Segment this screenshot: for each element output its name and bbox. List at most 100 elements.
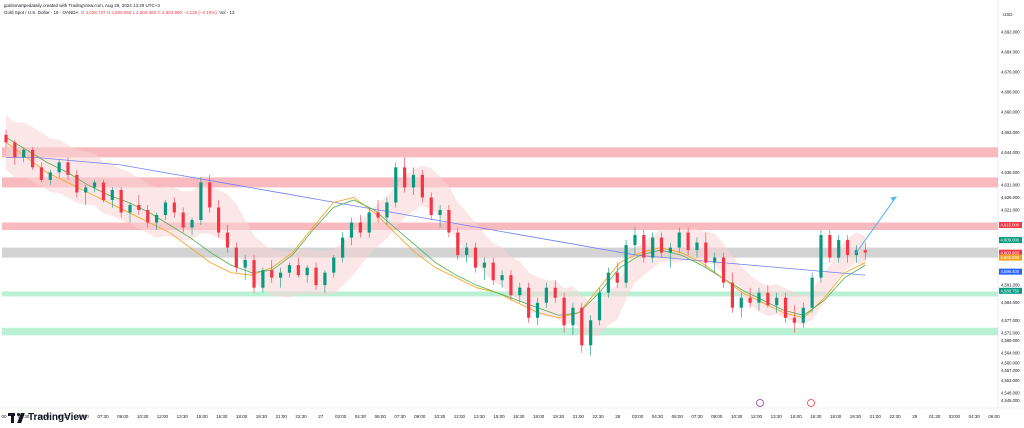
time-tick-label: 07:30: [691, 414, 703, 419]
candle-body: [491, 262, 495, 281]
candle-body: [597, 292, 602, 321]
time-tick-label: 09:00: [414, 414, 426, 419]
zone-resistance: [2, 147, 998, 158]
price-tick-label: 4,584.000: [1001, 300, 1020, 305]
candle-body: [775, 297, 779, 306]
candle-body: [589, 320, 593, 346]
candle-body: [261, 270, 265, 288]
time-tick-label: 13:30: [177, 414, 189, 419]
chart-header: goldsmartpedataily created with TradingV…: [4, 3, 235, 15]
candle-body: [828, 235, 832, 258]
time-tick-label: 10:30: [137, 414, 149, 419]
flag-marker-icon: [807, 399, 815, 407]
candle-body: [163, 202, 168, 215]
candle-body: [57, 162, 61, 173]
time-tick-label: 04:30: [969, 414, 981, 419]
candle-body: [394, 167, 398, 203]
candle-body: [234, 247, 238, 268]
candle-body: [22, 149, 26, 158]
candle-body: [119, 189, 123, 213]
price-label-text: 4,602.000: [1001, 255, 1020, 260]
price-tick-label: 4,668.000: [1001, 90, 1020, 95]
candle-body: [4, 134, 8, 143]
candle-body: [358, 222, 362, 233]
projection-arrow-head: [890, 196, 897, 202]
candle-body: [48, 172, 52, 180]
time-tick-label: 03:00: [38, 414, 50, 419]
price-tick-label: 4,548.000: [1001, 390, 1020, 395]
candle-body: [615, 272, 619, 283]
candle-body: [225, 232, 230, 248]
time-tick-label: 12:00: [157, 414, 169, 419]
candle-body: [172, 202, 176, 213]
candle-body: [341, 237, 345, 258]
candle-body: [757, 292, 761, 303]
time-tick-label: 19:30: [553, 414, 565, 419]
symbol-line: Gold Spot / U.S. Dollar · 15 · OANDA O 4…: [4, 10, 235, 15]
brand-name: TradingView: [28, 412, 87, 423]
time-tick-label: 04:30: [652, 414, 664, 419]
time-tick-label: 19:30: [850, 414, 862, 419]
candle-body: [465, 247, 469, 256]
time-tick-label: 16:30: [216, 414, 228, 419]
candle-body: [447, 209, 451, 233]
candle-body: [651, 237, 655, 258]
time-tick-label: 09:00: [117, 414, 129, 419]
candle-body: [527, 287, 531, 318]
time-tick-label: 18:00: [533, 414, 545, 419]
price-label-box: [999, 249, 1022, 256]
time-tick-label: 09:00: [711, 414, 723, 419]
candle-body: [128, 204, 132, 213]
candle-body: [642, 235, 646, 258]
volume-value: Vol ‑ 13: [219, 10, 235, 15]
price-tick-label: 4,569.000: [1001, 338, 1020, 343]
candle-body: [845, 240, 850, 256]
candle-body: [270, 270, 274, 278]
projection-arrow: [856, 196, 897, 253]
candle-body: [420, 174, 424, 198]
candle-body: [39, 167, 44, 180]
candle-body: [314, 267, 318, 286]
candle-body: [509, 275, 513, 296]
zone-resistance: [2, 177, 998, 188]
time-tick-label: 15:00: [493, 414, 505, 419]
candle-body: [190, 220, 194, 228]
time-tick-label: 28: [615, 414, 621, 419]
price-label-box: [999, 287, 1022, 294]
price-tick-label: 4,636.000: [1001, 170, 1020, 175]
candle-body: [252, 260, 256, 288]
brand-footer: TradingView: [8, 412, 87, 423]
price-tick-label: 4,621.000: [1001, 207, 1020, 212]
candle-body: [154, 215, 159, 223]
candle-body: [332, 257, 336, 273]
time-tick-label: 10:30: [434, 414, 446, 419]
candle-body: [385, 202, 389, 218]
candle-body: [456, 232, 460, 256]
price-tick-label: 4,545.000: [1001, 398, 1020, 403]
candle-body: [837, 240, 841, 258]
event-marker-icon: [756, 399, 764, 407]
time-tick-label: 15:00: [790, 414, 802, 419]
time-tick-label: 07:30: [97, 414, 109, 419]
candle-body: [473, 247, 478, 268]
price-tick-label: 4,591.000: [1001, 283, 1020, 288]
time-tick-label: 27: [318, 414, 324, 419]
candle-body: [571, 307, 575, 326]
time-tick-label: 12:00: [454, 414, 466, 419]
candle-body: [695, 242, 699, 251]
time-tick-label: 03:00: [632, 414, 644, 419]
price-label-text: 4,615.000: [1001, 223, 1020, 228]
candle-body: [137, 204, 141, 210]
price-tick-label: 4,553.000: [1001, 378, 1020, 383]
price-tick-label: 4,557.000: [1001, 368, 1020, 373]
candle-body: [553, 287, 557, 298]
candle-body: [367, 212, 371, 233]
candle-body: [75, 174, 79, 193]
candle-body: [243, 260, 247, 268]
time-tick-label: 00: [1, 414, 7, 419]
price-label-text: 4,588.750: [1001, 288, 1020, 293]
candle-body: [748, 297, 752, 303]
candle-body: [208, 182, 212, 208]
